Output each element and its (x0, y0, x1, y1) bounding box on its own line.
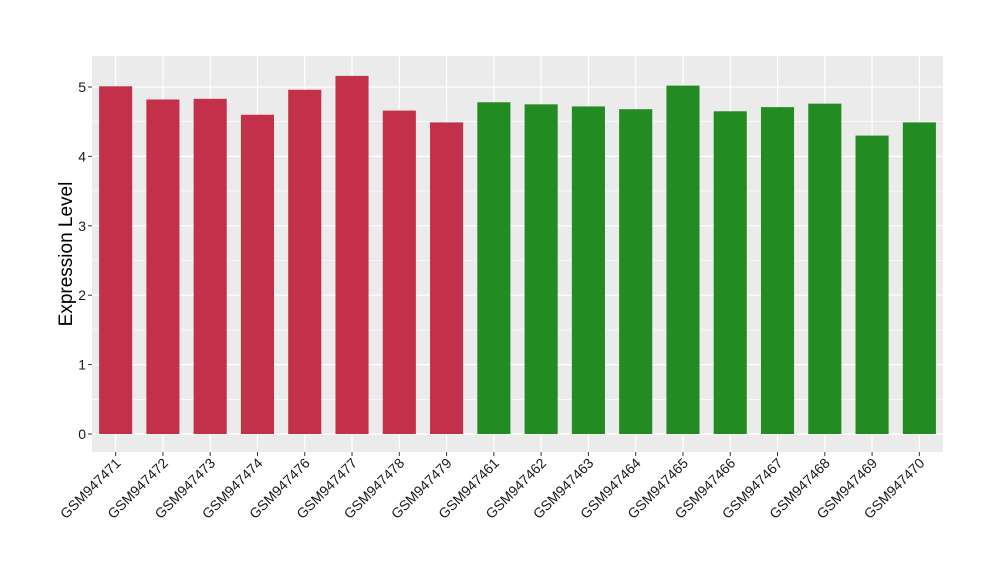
bar-GSM947473 (193, 98, 227, 434)
plot-panel (92, 56, 943, 452)
y-tick-label: 3 (78, 218, 86, 234)
bar-GSM947468 (808, 103, 842, 434)
y-tick-label: 0 (78, 426, 86, 442)
bar-GSM947467 (760, 107, 795, 434)
bar-GSM947464 (619, 109, 653, 434)
x-axis: GSM947471GSM947472GSM947473GSM947474GSM9… (57, 452, 928, 522)
bar-GSM947477 (335, 75, 369, 434)
bar-GSM947465 (666, 85, 700, 434)
y-axis: 0 1 2 3 4 5 (78, 79, 92, 442)
bar-GSM947469 (855, 135, 889, 434)
bar-GSM947463 (571, 106, 605, 434)
bar-GSM947479 (430, 122, 464, 435)
y-tick-label: 4 (78, 148, 86, 164)
y-tick-label: 5 (78, 79, 86, 95)
bar-GSM947471 (99, 86, 133, 434)
bar-GSM947474 (240, 114, 275, 434)
bar-GSM947461 (477, 102, 511, 434)
bar-GSM947466 (713, 111, 747, 434)
bar-GSM947470 (902, 122, 936, 435)
bar-GSM947478 (382, 110, 416, 434)
y-tick-label: 2 (78, 287, 86, 303)
bar-GSM947476 (288, 89, 322, 434)
y-tick-label: 1 (78, 357, 86, 373)
bars (99, 75, 936, 435)
y-axis-title: Expression Level (56, 182, 77, 327)
bar-GSM947472 (146, 99, 180, 434)
bar-GSM947462 (524, 104, 558, 434)
